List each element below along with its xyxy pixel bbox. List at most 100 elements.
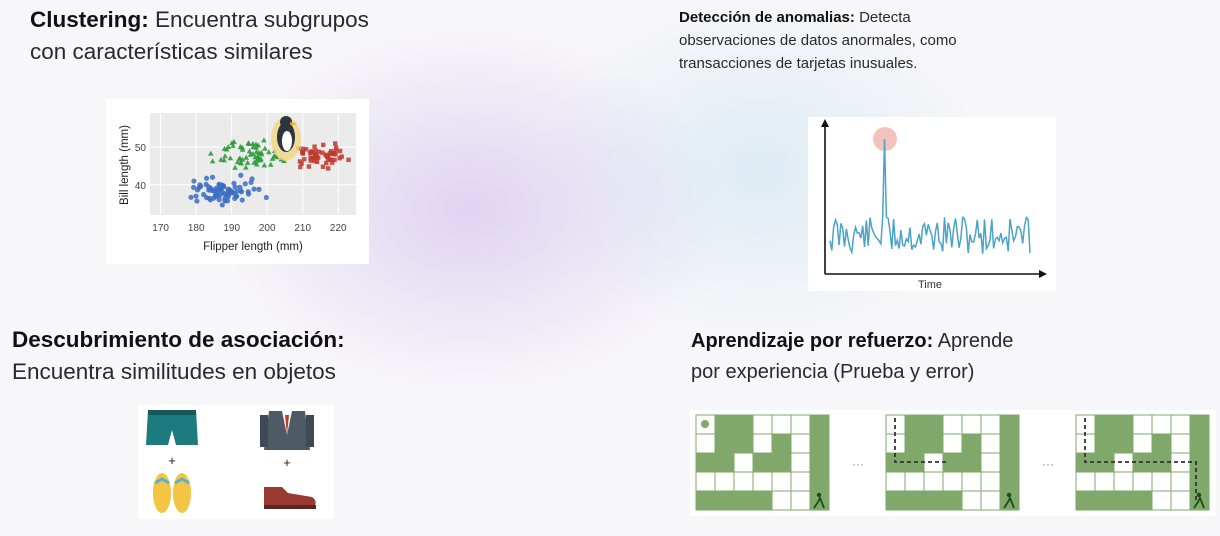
maze-cell (790, 471, 811, 492)
cluster-point (208, 150, 214, 156)
anomaly-description-line2: observaciones de datos anormales, como (679, 32, 957, 49)
cluster-point (254, 161, 260, 167)
cluster-point (332, 157, 337, 163)
reinforcement-title: Aprendizaje por refuerzo: Aprende por ex… (691, 326, 1111, 388)
maze-cell (980, 490, 1001, 511)
cluster-point (312, 144, 317, 149)
maze-cell (961, 452, 982, 473)
clustering-heading: Clustering: (30, 7, 149, 32)
maze-cell (885, 414, 906, 435)
maze-cell (1094, 414, 1115, 435)
maze-cell (1075, 433, 1096, 454)
maze-cell (1151, 414, 1172, 435)
cluster-point (251, 186, 257, 192)
maze-cell (695, 471, 716, 492)
cluster-point (306, 164, 312, 169)
maze-cell (771, 471, 792, 492)
cluster-point (320, 164, 326, 169)
maze-cell (961, 490, 982, 511)
maze-cell (980, 414, 1001, 435)
maze-cell (1189, 433, 1210, 454)
runner-icon (1003, 495, 1015, 509)
cluster-point (223, 146, 230, 152)
maze-cell (1189, 414, 1210, 435)
reinforcement-description-line1: Aprende (937, 330, 1014, 352)
maze-cell (1094, 433, 1115, 454)
maze-cell (885, 471, 906, 492)
cluster-point (234, 159, 241, 165)
cluster-point (193, 193, 199, 199)
cluster-point (203, 175, 210, 181)
reinforcement-heading: Aprendizaje por refuerzo: (691, 330, 934, 352)
cluster-point (197, 182, 203, 188)
cluster-point (332, 141, 338, 146)
maze-cell (1075, 471, 1096, 492)
association-description: Encuentra similitudes en objetos (12, 359, 336, 384)
suit-jacket-icon (260, 411, 314, 450)
agent-path (894, 418, 948, 463)
cluster-point (333, 148, 339, 153)
x-tick-label: 200 (259, 223, 276, 234)
dress-shoe-icon (264, 487, 316, 509)
maze-cell (942, 471, 963, 492)
cluster-point (190, 184, 197, 191)
maze-cell (961, 414, 982, 435)
cluster-point (245, 140, 252, 146)
x-tick-label: 220 (330, 223, 347, 234)
maze-cell (1094, 471, 1115, 492)
cluster-point (230, 142, 236, 148)
cluster-point (308, 158, 313, 163)
cluster-point (228, 189, 234, 196)
cluster-point (298, 164, 303, 170)
maze-cell (771, 490, 792, 511)
cluster-point (316, 149, 322, 155)
maze-cell (885, 433, 906, 454)
maze-cell (733, 490, 754, 511)
cluster-point (203, 181, 209, 187)
cluster-point (209, 174, 216, 180)
cluster-point (256, 186, 262, 192)
maze-cell (1113, 471, 1134, 492)
time-series-line (829, 138, 1031, 256)
maze-cell (695, 433, 716, 454)
maze-cell (999, 414, 1020, 435)
maze-cell (1151, 471, 1172, 492)
clustering-ylabel: Bill length (mm) (119, 125, 131, 205)
maze-cell (714, 414, 735, 435)
cluster-point (243, 154, 250, 160)
cluster-point (312, 158, 317, 164)
maze-cell (752, 471, 773, 492)
clustering-title: Clustering: Encuentra subgrupos con cara… (30, 4, 450, 68)
maze-cell (904, 471, 925, 492)
maze-cell (1189, 452, 1210, 473)
maze-cell (980, 433, 1001, 454)
cluster-point (212, 193, 219, 199)
maze-cell (790, 490, 811, 511)
cluster-point (299, 161, 304, 166)
cluster-point (262, 145, 268, 151)
cluster-point (236, 155, 243, 161)
anomaly-time-series-plot: Time (808, 117, 1056, 291)
y-tick-label: 50 (135, 143, 147, 154)
maze-cell (1094, 490, 1115, 511)
maze-cell (714, 471, 735, 492)
cluster-point (261, 137, 267, 143)
clustering-plot-svg: 170 180 190 200 210 220 40 50 Flipper length (… (119, 113, 356, 253)
cluster-point (328, 157, 334, 163)
maze-cell (695, 452, 716, 473)
cluster-point (188, 194, 194, 200)
maze-cell (1075, 414, 1096, 435)
cluster-point (211, 187, 218, 194)
maze-cell (980, 471, 1001, 492)
maze-cell (790, 433, 811, 454)
maze-cell (942, 414, 963, 435)
maze-cell (923, 452, 944, 473)
maze-cell (942, 490, 963, 511)
cluster-point (239, 197, 245, 203)
cluster-point (232, 195, 238, 201)
cluster-point (216, 187, 223, 193)
maze-cell (923, 471, 944, 492)
reinforcement-description-line2: por experiencia (Prueba y error) (691, 361, 975, 383)
cluster-point (251, 159, 257, 165)
reinforcement-mazes-image: ··· ··· (690, 410, 1216, 516)
